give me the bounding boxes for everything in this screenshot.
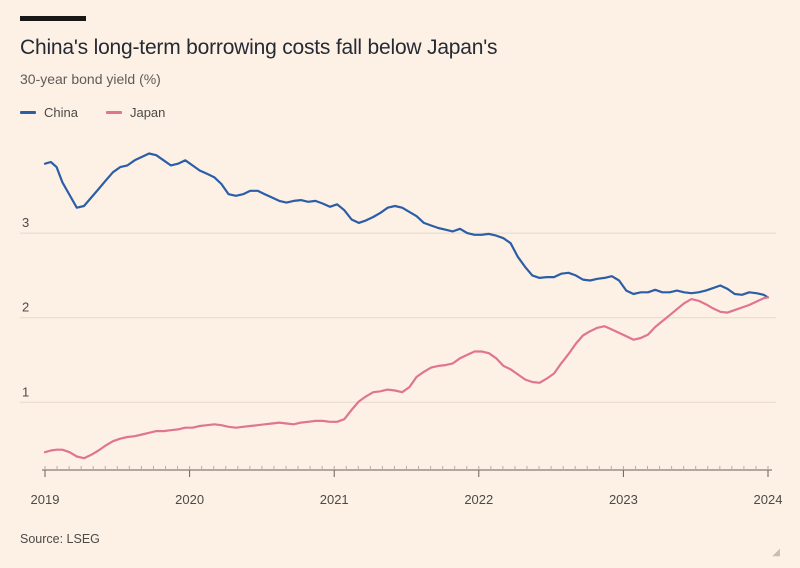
x-tick-label-2023: 2023 [609,492,638,507]
chart-legend: China Japan [20,105,193,120]
y-tick-label-3: 3 [22,215,29,230]
x-tick-label-2024: 2024 [754,492,783,507]
axis-layer: 1 2 3 2019 2020 2021 2022 2023 2024 [22,215,782,507]
legend-swatch-china [20,111,36,114]
y-tick-label-1: 1 [22,384,29,399]
source-note: Source: LSEG [20,532,100,546]
grid-layer [20,232,776,403]
x-tick-label-2019: 2019 [31,492,60,507]
x-tick-label-2021: 2021 [320,492,349,507]
resize-grip-icon: ◢ [772,547,780,558]
chart-subtitle: 30-year bond yield (%) [20,71,161,87]
y-tick-label-2: 2 [22,300,29,315]
series-layer [43,152,770,460]
x-tick-label-2022: 2022 [464,492,493,507]
legend-item-japan[interactable]: Japan [105,105,166,120]
series-line-china [43,152,770,299]
legend-label-china: China [44,105,78,120]
chart-title: China's long-term borrowing costs fall b… [20,36,498,59]
ft-brand-bar [20,16,86,21]
legend-item-china[interactable]: China [20,105,78,120]
legend-swatch-japan [105,111,122,114]
x-tick-label-2020: 2020 [175,492,204,507]
legend-label-japan: Japan [129,105,166,120]
series-line-japan [43,296,770,460]
